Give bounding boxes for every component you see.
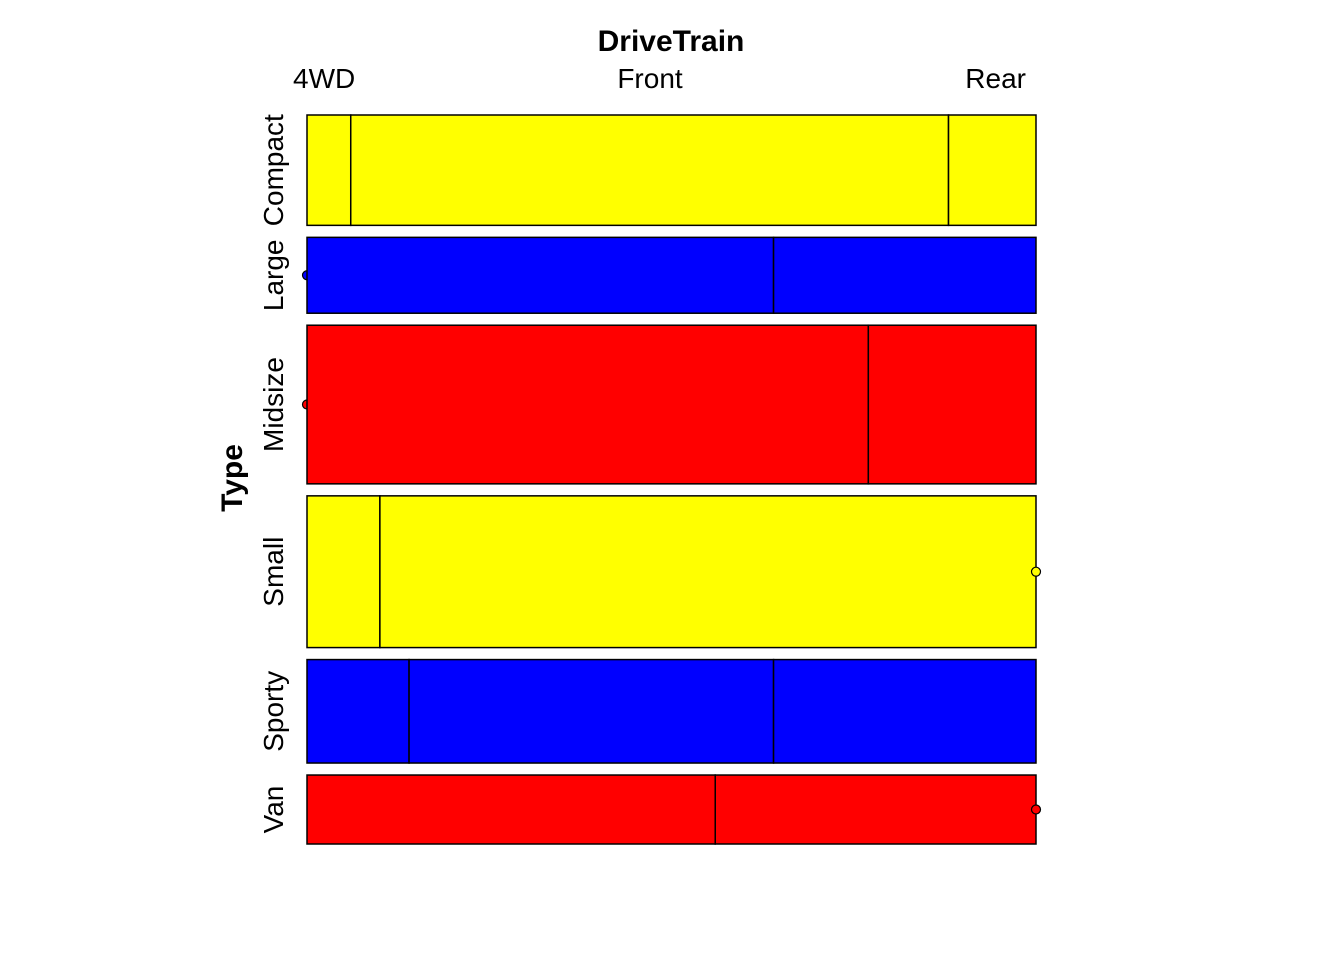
- y-axis-title: Type: [216, 444, 249, 512]
- tile-sporty-front: [408, 658, 775, 764]
- tile-sporty-rear: [772, 658, 1037, 764]
- tile-compact-rear: [947, 114, 1037, 227]
- y-tick-label-midsize: Midsize: [258, 357, 289, 452]
- y-tick-label-sporty: Sporty: [258, 671, 289, 752]
- tile-van-front: [714, 774, 1037, 845]
- tile-midsize-front: [306, 324, 870, 485]
- empty-cell-marker-van-rear: [1030, 804, 1042, 815]
- tile-large-front: [306, 236, 775, 314]
- x-axis-title: DriveTrain: [598, 25, 745, 58]
- empty-cell-marker-small-rear: [1030, 566, 1042, 577]
- y-tick-labels: Compact Large Midsize Small Sporty Van: [258, 114, 289, 833]
- tile-sporty-4wd: [306, 658, 410, 764]
- tile-small-4wd: [306, 495, 381, 649]
- tile-compact-front: [349, 114, 950, 227]
- y-tick-label-van: Van: [258, 786, 289, 834]
- x-tick-label-front: Front: [617, 63, 683, 94]
- tile-midsize-rear: [867, 324, 1037, 485]
- y-tick-label-small: Small: [258, 537, 289, 607]
- y-tick-label-large: Large: [258, 239, 289, 311]
- mosaic-tiles: [301, 114, 1042, 845]
- x-tick-label-rear: Rear: [965, 63, 1026, 94]
- tile-large-rear: [772, 236, 1037, 314]
- tile-compact-4wd: [306, 114, 352, 227]
- tile-van-4wd: [306, 774, 716, 845]
- x-tick-labels: 4WD Front Rear: [293, 63, 1026, 94]
- tile-small-front: [379, 495, 1037, 649]
- y-tick-label-compact: Compact: [258, 114, 289, 226]
- x-tick-label-4wd: 4WD: [293, 63, 355, 94]
